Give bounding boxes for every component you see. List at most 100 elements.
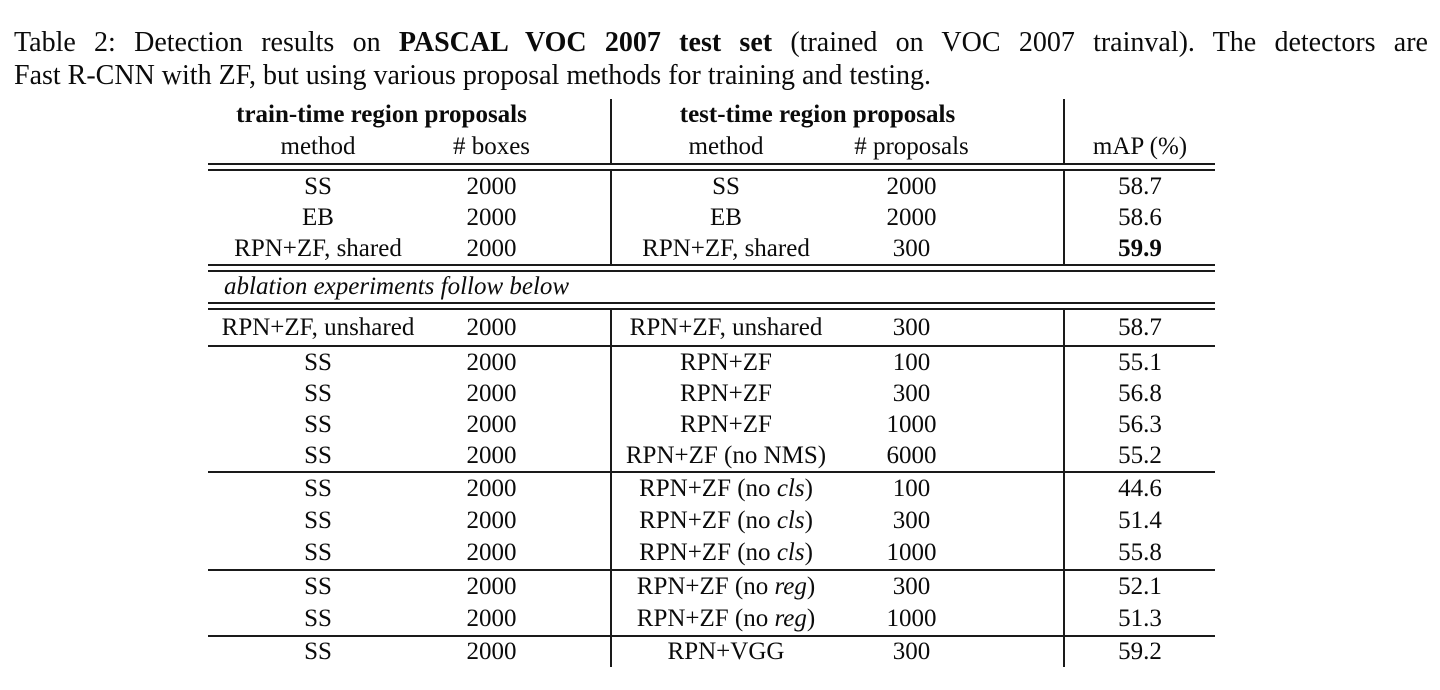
cell-test-method: RPN+ZF (no cls) [610,505,840,537]
cell-map: 58.6 [1063,202,1215,233]
table-header-group-row: train-time region proposals test-time re… [208,99,1215,131]
cell-test-method: RPN+ZF (no cls) [610,473,840,505]
cell-test-proposals: 1000 [886,411,937,438]
cell-train-method: SS [304,573,332,600]
cell-train-boxes: 2000 [466,314,517,341]
cell-map: 52.1 [1063,571,1215,603]
single-rule [208,471,1215,473]
cell-test-method: EB [610,202,840,233]
table-row: SS 2000 RPN+ZF 1000 56.3 [208,409,1215,440]
cell-test-method: SS [610,171,840,202]
cell-test-proposals: 300 [892,380,931,407]
cell-map: 59.9 [1063,233,1215,264]
cell-train-boxes: 2000 [466,638,517,665]
table-row: SS 2000 RPN+ZF (no reg) 300 52.1 [208,571,1215,603]
cell-train-boxes: 2000 [466,442,517,469]
caption-line-2: Fast R-CNN with ZF, but using various pr… [14,60,932,91]
results-table: train-time region proposals test-time re… [208,99,1215,667]
cell-train-boxes: 2000 [466,173,517,200]
cell-test-proposals: 100 [892,475,931,502]
cell-test-proposals: 300 [892,507,931,534]
cell-test-proposals: 2000 [886,173,937,200]
cell-map: 55.2 [1063,440,1215,471]
table-caption: Table 2: Detection results on PASCAL VOC… [14,26,1428,92]
header-train-method: method [280,133,356,160]
cell-train-boxes: 2000 [466,605,517,632]
caption-text-post: (trained on VOC 2007 trainval). The dete… [772,27,1428,58]
ablation-note: ablation experiments follow below [224,273,570,300]
cell-map: 58.7 [1063,310,1215,345]
cell-test-method: RPN+ZF, unshared [610,310,840,345]
cell-train-method: SS [304,638,332,665]
cell-map: 59.2 [1063,637,1215,667]
cell-test-method: RPN+ZF (no reg) [610,603,840,635]
cell-train-method: EB [302,204,334,231]
cell-train-method: SS [304,380,332,407]
table-row: SS 2000 RPN+ZF (no cls) 300 51.4 [208,505,1215,537]
cell-test-method: RPN+ZF (no cls) [610,537,840,569]
cell-train-method: SS [304,173,332,200]
cell-train-method: RPN+ZF, unshared [221,314,415,341]
cell-train-method: SS [304,349,332,376]
table-row: SS 2000 RPN+ZF (no reg) 1000 51.3 [208,603,1215,635]
header-map: mAP (%) [1063,131,1215,163]
table-row: RPN+ZF, shared 2000 RPN+ZF, shared 300 5… [208,233,1215,264]
caption-text-pre: Table 2: Detection results on [14,27,399,58]
cell-train-boxes: 2000 [466,475,517,502]
header-train-boxes: # boxes [452,133,531,160]
cell-train-method: SS [304,411,332,438]
cell-map: 55.1 [1063,347,1215,378]
caption-line-1: Table 2: Detection results on PASCAL VOC… [14,26,1428,59]
cell-test-proposals: 1000 [886,605,937,632]
cell-test-proposals: 100 [892,349,931,376]
cell-test-proposals: 6000 [886,442,937,469]
table-row: SS 2000 RPN+ZF (no cls) 1000 55.8 [208,537,1215,569]
cell-train-method: SS [304,539,332,566]
cell-train-method: SS [304,605,332,632]
cell-test-method: RPN+ZF [610,378,840,409]
cell-map: 44.6 [1063,473,1215,505]
cell-map: 55.8 [1063,537,1215,569]
single-rule [208,345,1215,347]
cell-test-method: RPN+ZF, shared [610,233,840,264]
cell-test-proposals: 300 [892,573,931,600]
table-row: RPN+ZF, unshared 2000 RPN+ZF, unshared 3… [208,310,1215,345]
caption-bold-dataset: PASCAL VOC 2007 test set [398,27,773,58]
cell-test-method: RPN+ZF (no NMS) [610,440,840,471]
table-row: SS 2000 RPN+ZF 100 55.1 [208,347,1215,378]
cell-train-boxes: 2000 [466,411,517,438]
header-test-proposals: # proposals [854,133,969,160]
cell-test-method: RPN+VGG [610,637,840,667]
cell-train-boxes: 2000 [466,507,517,534]
cell-map: 56.8 [1063,378,1215,409]
cell-map: 58.7 [1063,171,1215,202]
cell-test-method: RPN+ZF [610,347,840,378]
single-rule [208,569,1215,571]
header-train-group: train-time region proposals [236,101,527,128]
cell-map: 51.4 [1063,505,1215,537]
cell-test-proposals: 1000 [886,539,937,566]
header-map-spacer [1063,99,1215,131]
cell-train-boxes: 2000 [466,380,517,407]
double-rule [208,163,1215,171]
cell-train-method: SS [304,507,332,534]
table-row: EB 2000 EB 2000 58.6 [208,202,1215,233]
cell-train-method: SS [304,442,332,469]
header-test-method: method [610,131,840,163]
cell-train-method: SS [304,475,332,502]
cell-test-method: RPN+ZF (no reg) [610,571,840,603]
table-row: SS 2000 RPN+ZF (no cls) 100 44.6 [208,473,1215,505]
cell-test-proposals: 2000 [886,204,937,231]
cell-test-proposals: 300 [892,314,931,341]
table-row: SS 2000 SS 2000 58.7 [208,171,1215,202]
table-header-row: method # boxes method # proposals mAP (%… [208,131,1215,163]
cell-train-method: RPN+ZF, shared [234,235,402,262]
cell-map: 56.3 [1063,409,1215,440]
double-rule [208,264,1215,272]
table-row: SS 2000 RPN+VGG 300 59.2 [208,637,1215,667]
cell-train-boxes: 2000 [466,573,517,600]
cell-test-proposals: 300 [892,235,931,262]
single-rule [208,635,1215,637]
table-row: SS 2000 RPN+ZF 300 56.8 [208,378,1215,409]
